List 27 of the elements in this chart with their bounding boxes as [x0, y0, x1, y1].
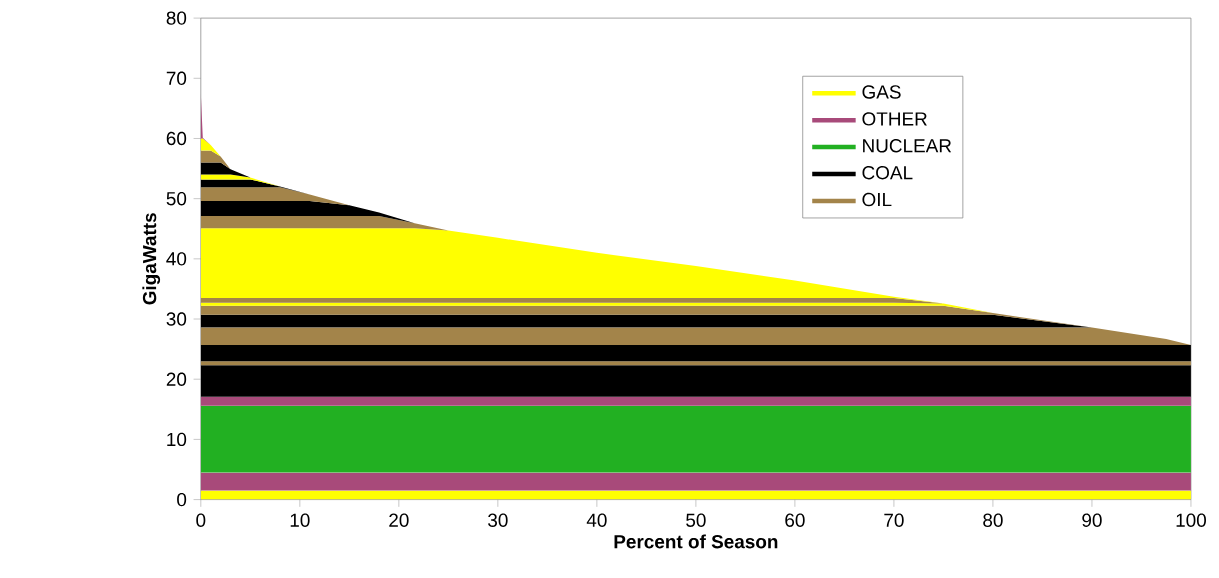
legend-label: OTHER	[862, 112, 927, 126]
x-tick-label: 20	[389, 513, 409, 527]
x-axis-title: Percent of Season	[614, 534, 778, 549]
x-tick-label: 40	[586, 513, 607, 527]
y-tick-label: 20	[166, 372, 187, 386]
x-tick-label: 80	[983, 513, 1003, 527]
y-tick-label: 50	[166, 191, 187, 206]
y-tick-label: 60	[166, 131, 187, 146]
x-tick-label: 10	[290, 513, 310, 527]
y-axis-title: GigaWatts	[142, 212, 161, 305]
y-tick-label: 80	[166, 11, 187, 25]
legend-label: GAS	[862, 85, 901, 99]
legend-label: COAL	[862, 165, 913, 180]
x-tick-label: 90	[1082, 513, 1102, 527]
y-tick-label: 40	[166, 252, 187, 266]
legend-label: OIL	[862, 192, 892, 207]
y-tick-label: 10	[167, 432, 187, 446]
y-tick-label: 30	[166, 312, 187, 326]
x-tick-label: 70	[884, 513, 904, 527]
y-tick-label: 70	[166, 71, 187, 85]
x-tick-label: 100	[1176, 513, 1206, 527]
x-tick-label: 0	[196, 513, 206, 527]
x-tick-label: 50	[686, 513, 706, 527]
x-tick-label: 30	[488, 513, 508, 527]
y-tick-label: 0	[177, 492, 187, 507]
legend-label: NUCLEAR	[863, 138, 952, 153]
x-tick-label: 60	[785, 513, 805, 527]
